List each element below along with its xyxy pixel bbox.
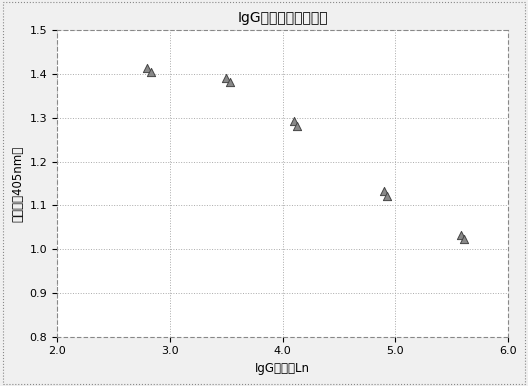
- Point: [383, 193, 392, 199]
- Point: [290, 119, 298, 125]
- Point: [146, 69, 155, 75]
- Y-axis label: 吸光度（405nm）: 吸光度（405nm）: [11, 146, 24, 222]
- Point: [225, 79, 234, 85]
- Point: [457, 232, 465, 238]
- Point: [380, 188, 388, 195]
- Title: IgGアッセイ校正曲線: IgGアッセイ校正曲線: [237, 11, 328, 25]
- X-axis label: IgG濃度のLn: IgG濃度のLn: [255, 362, 310, 375]
- Point: [222, 74, 230, 81]
- Point: [143, 64, 152, 71]
- Point: [293, 123, 301, 129]
- Point: [460, 236, 468, 242]
